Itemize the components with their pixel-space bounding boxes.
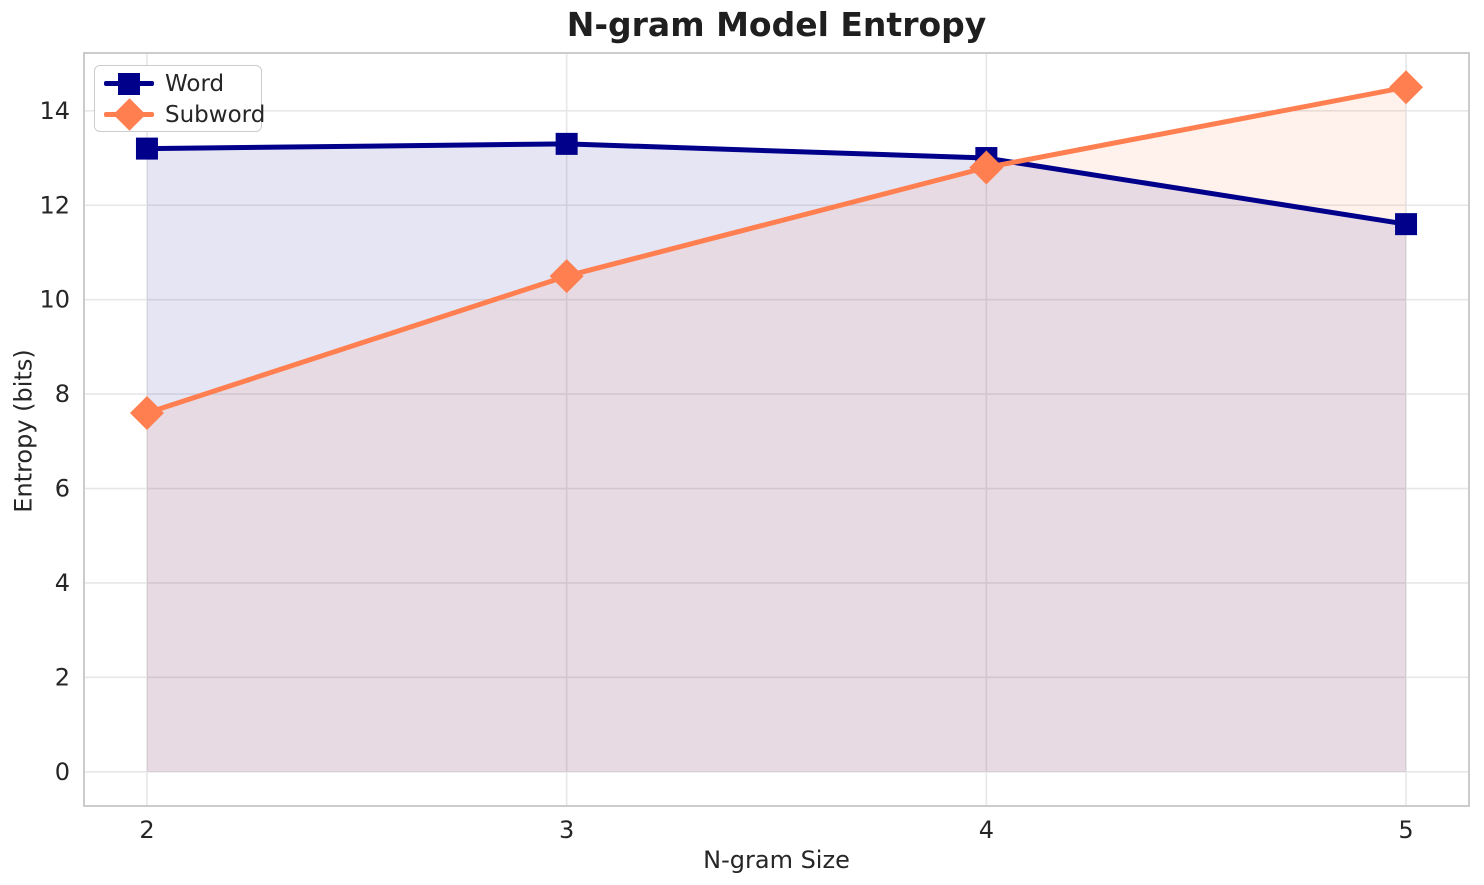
chart-title: N-gram Model Entropy — [566, 5, 987, 44]
y-tick-label: 0 — [55, 758, 70, 786]
y-tick-label: 8 — [55, 380, 70, 408]
x-tick-label: 2 — [139, 816, 154, 844]
legend: Word Subword — [94, 65, 265, 132]
y-tick-label: 12 — [39, 191, 70, 219]
y-tick-label: 10 — [39, 286, 70, 314]
y-axis-label: Entropy (bits) — [9, 349, 38, 513]
legend-item-word: Word — [99, 68, 257, 99]
subword-point-marker — [549, 259, 584, 294]
word-point-marker — [1395, 213, 1418, 236]
y-tick-label: 14 — [39, 97, 70, 125]
y-tick-label: 4 — [55, 569, 70, 597]
word-line — [144, 141, 1409, 227]
word-point-marker — [135, 137, 158, 160]
diamond-marker-icon — [104, 98, 154, 131]
legend-label: Word — [165, 70, 225, 97]
square-icon — [118, 72, 140, 95]
x-tick-label: 5 — [1398, 816, 1413, 844]
subword-point-marker — [1389, 70, 1424, 105]
subword-line — [144, 84, 1409, 416]
subword-point-marker — [969, 150, 1004, 185]
word-point-marker — [555, 132, 578, 155]
square-marker-icon — [104, 68, 154, 99]
y-tick-label: 2 — [55, 663, 70, 691]
x-tick-label: 3 — [559, 816, 574, 844]
y-tick-label: 6 — [55, 475, 70, 503]
legend-label: Subword — [165, 101, 266, 128]
diamond-icon — [112, 98, 146, 131]
word-area-fill — [146, 143, 1407, 772]
plot-border — [83, 52, 1470, 807]
legend-item-subword: Subword — [99, 98, 265, 131]
subword-point-marker — [129, 395, 164, 430]
x-axis-label: N-gram Size — [703, 846, 850, 874]
subword-area-fill — [146, 87, 1407, 772]
x-tick-label: 4 — [979, 816, 994, 844]
